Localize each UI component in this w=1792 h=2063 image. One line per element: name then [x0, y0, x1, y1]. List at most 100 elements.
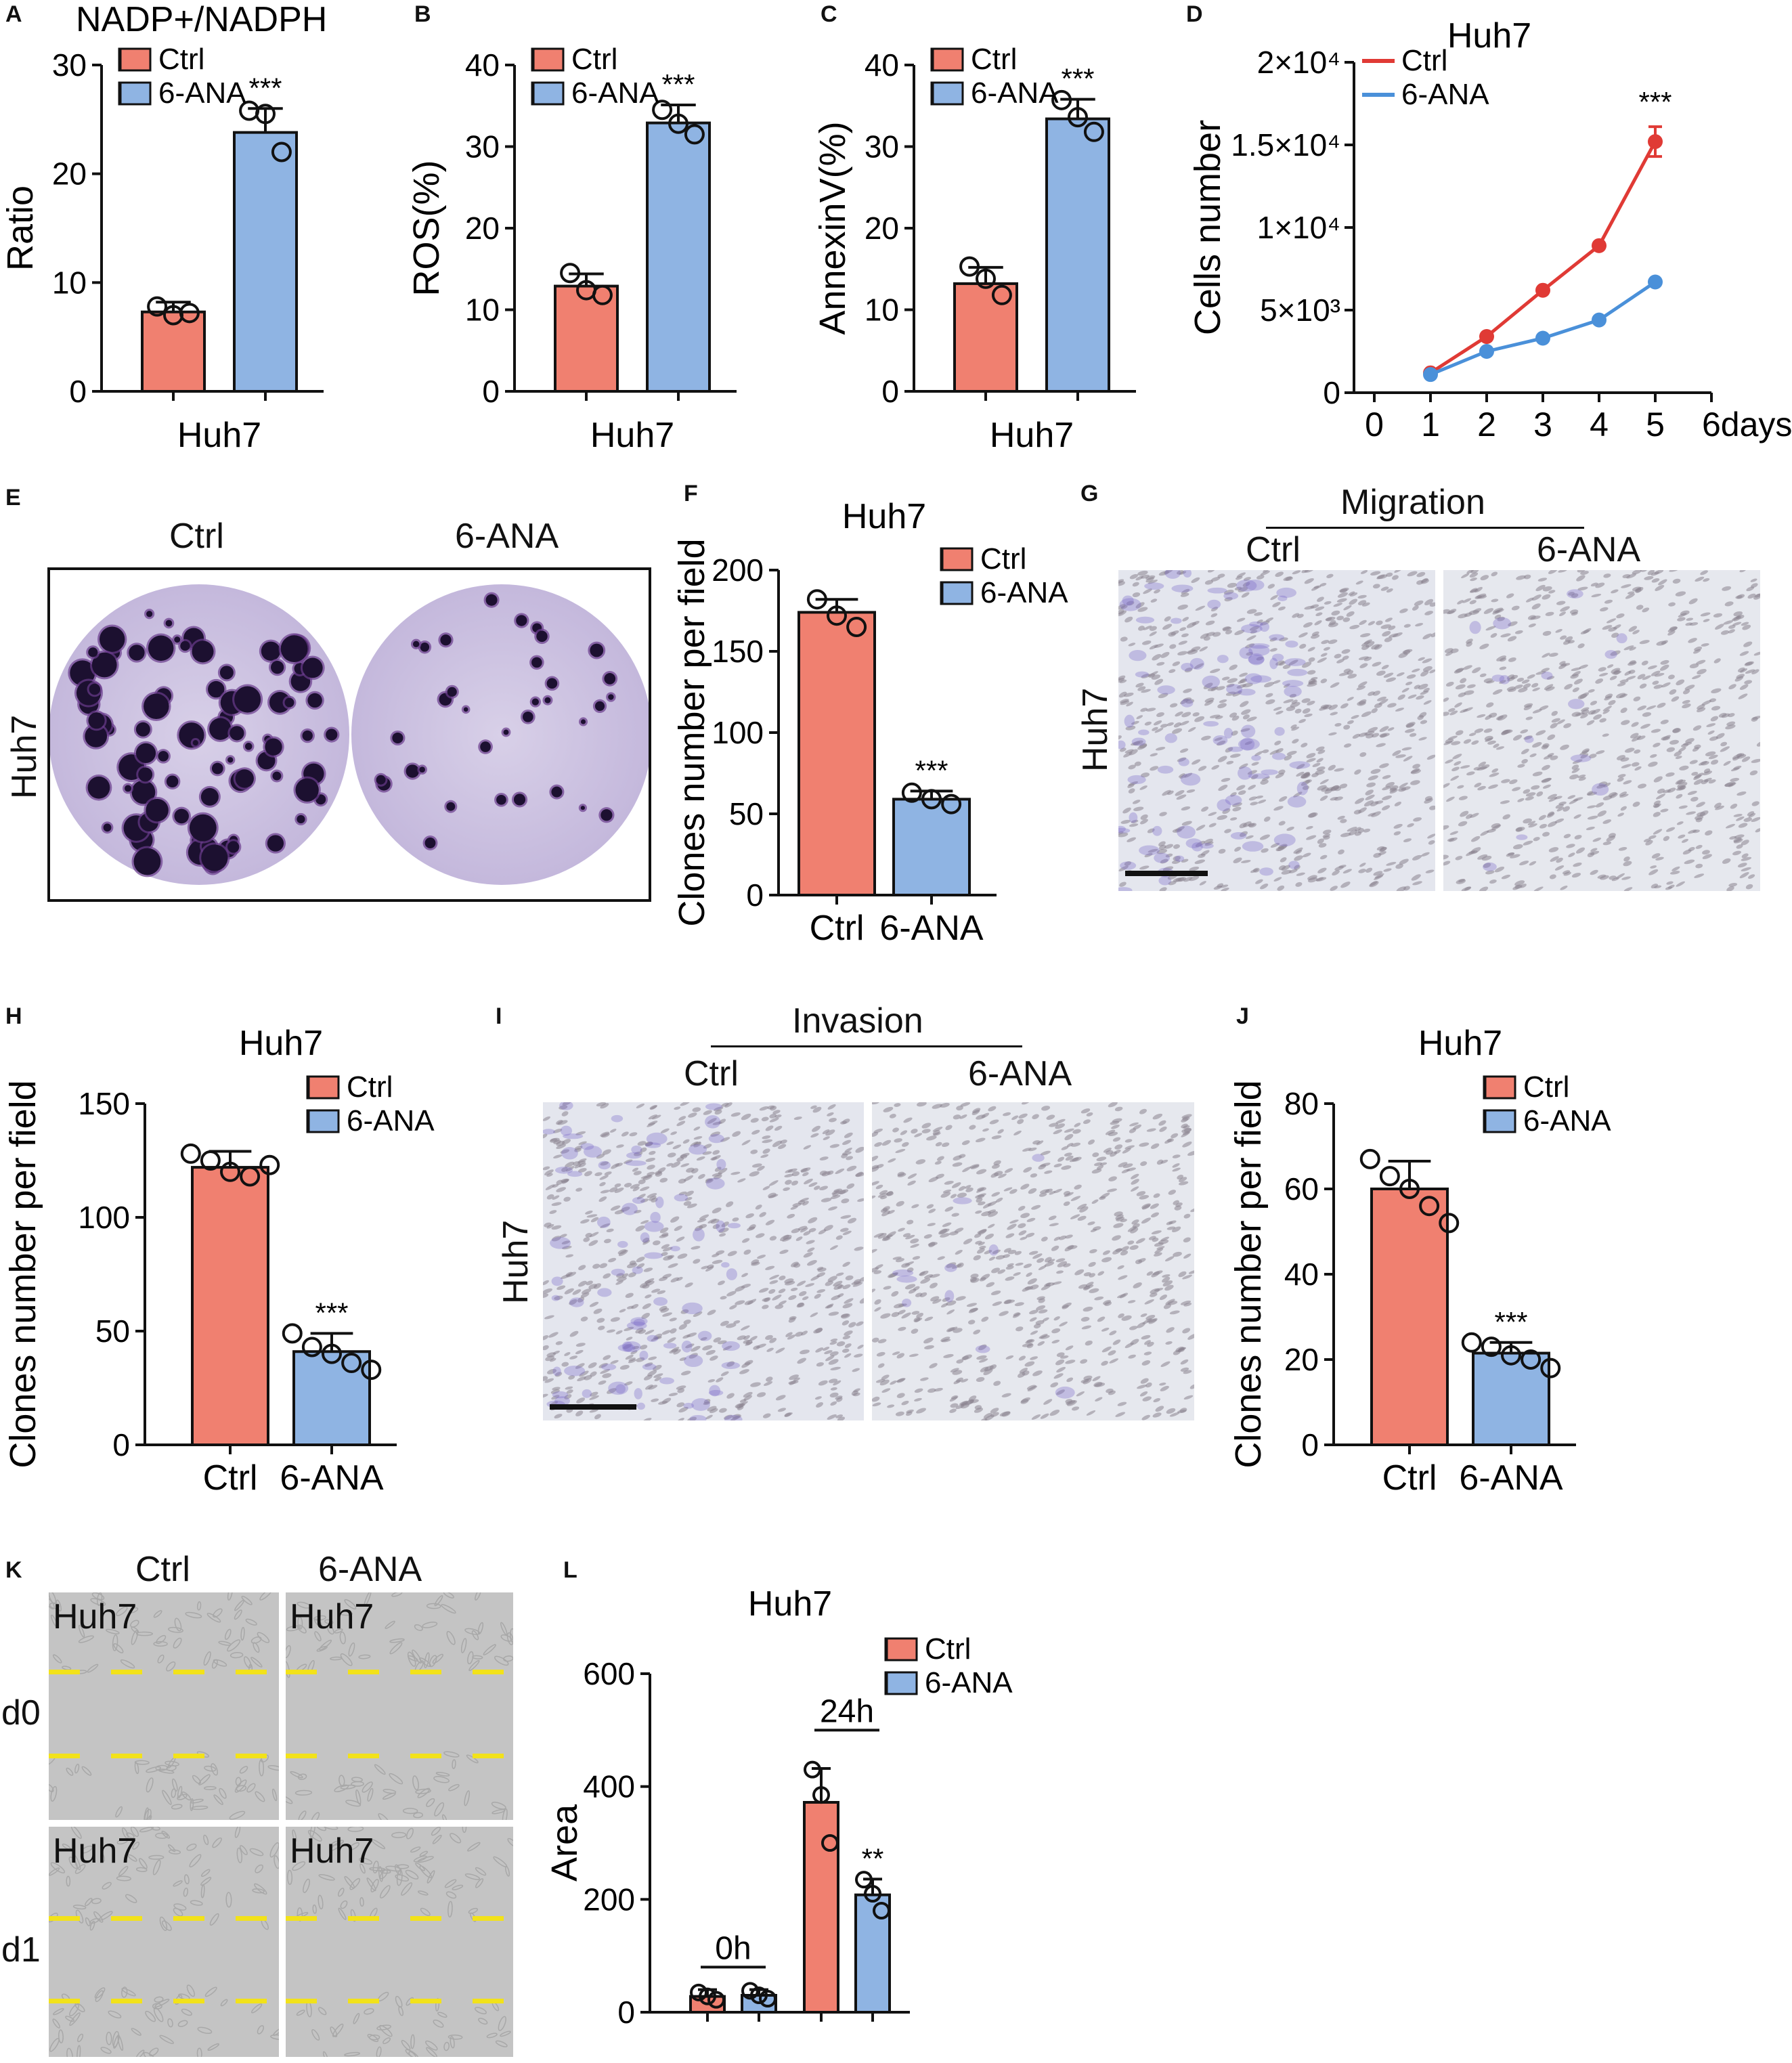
- membrane-pore: [1156, 1246, 1165, 1250]
- membrane-pore: [1340, 882, 1351, 888]
- membrane-pore: [1733, 765, 1742, 770]
- membrane-pore: [830, 1338, 838, 1342]
- membrane-pore: [1153, 1193, 1160, 1198]
- membrane-pore: [628, 1359, 636, 1364]
- wound-edge-line: [49, 1999, 279, 2003]
- membrane-pore: [729, 1305, 737, 1310]
- membrane-pore: [583, 1237, 590, 1242]
- stained-cell: [716, 1158, 726, 1171]
- x-category-label: Ctrl: [810, 909, 865, 948]
- membrane-pore: [828, 1311, 839, 1316]
- membrane-pore: [1232, 806, 1242, 812]
- membrane-pore: [1296, 872, 1305, 876]
- membrane-pore: [937, 1256, 945, 1260]
- cell-outline: [113, 1643, 124, 1653]
- membrane-pore: [1150, 1293, 1158, 1297]
- membrane-pore: [1154, 1252, 1162, 1257]
- stained-cell: [721, 1362, 741, 1370]
- cell-outline: [313, 1615, 326, 1621]
- membrane-pore: [1337, 592, 1348, 598]
- membrane-pore: [911, 1129, 918, 1134]
- membrane-pore: [1182, 617, 1189, 622]
- membrane-pore: [1541, 668, 1550, 672]
- membrane-pore: [1133, 806, 1144, 811]
- cell-outline: [186, 1984, 195, 1997]
- membrane-pore: [1501, 874, 1510, 880]
- membrane-pore: [1374, 873, 1384, 879]
- membrane-pore: [1085, 1282, 1094, 1287]
- membrane-pore: [920, 1377, 929, 1381]
- membrane-pore: [1516, 677, 1525, 682]
- y-tick-label: 20: [865, 211, 899, 246]
- membrane-pore: [1118, 580, 1125, 586]
- membrane-pore: [662, 1312, 672, 1317]
- membrane-pore: [730, 1415, 741, 1420]
- membrane-pore: [636, 1357, 645, 1362]
- cell-outline: [161, 1830, 171, 1839]
- membrane-pore: [828, 1359, 839, 1365]
- membrane-pore: [647, 1193, 657, 1198]
- membrane-pore: [1343, 724, 1351, 730]
- membrane-pore: [750, 1382, 761, 1387]
- membrane-pore: [1096, 1165, 1104, 1170]
- membrane-pore: [1121, 1315, 1132, 1321]
- membrane-pore: [1184, 773, 1193, 778]
- membrane-pore: [800, 1168, 808, 1172]
- membrane-pore: [1548, 590, 1556, 594]
- membrane-pore: [1359, 663, 1368, 668]
- membrane-pore: [1365, 789, 1374, 796]
- membrane-pore: [1222, 626, 1231, 630]
- membrane-pore: [1241, 860, 1251, 863]
- cell-outline: [312, 1904, 317, 1914]
- membrane-pore: [1521, 748, 1529, 755]
- y-axis-label: AnnexinV(%): [812, 121, 853, 334]
- data-point: [806, 589, 827, 610]
- membrane-pore: [1462, 707, 1473, 712]
- membrane-pore: [988, 1211, 999, 1217]
- stained-cell: [1223, 592, 1239, 600]
- cell-outline: [338, 1611, 353, 1616]
- data-point: [690, 1983, 707, 2001]
- membrane-pore: [1336, 598, 1347, 603]
- membrane-pore: [566, 1272, 577, 1278]
- membrane-pore: [1015, 1326, 1024, 1332]
- membrane-pore: [1650, 865, 1657, 869]
- membrane-pore: [825, 1355, 835, 1362]
- colony: [133, 848, 161, 875]
- membrane-pore: [875, 1184, 883, 1190]
- membrane-pore: [840, 1313, 849, 1318]
- membrane-pore: [1658, 579, 1667, 586]
- membrane-pore: [1445, 681, 1454, 687]
- membrane-pore: [1305, 779, 1312, 783]
- membrane-pore: [1520, 729, 1529, 734]
- y-tick-label: 5×10³: [1260, 292, 1340, 328]
- membrane-pore: [1250, 630, 1258, 634]
- membrane-pore: [1407, 694, 1417, 699]
- membrane-pore: [907, 1180, 916, 1186]
- membrane-pore: [1294, 855, 1303, 861]
- membrane-pore: [1667, 787, 1676, 793]
- membrane-pore: [1627, 661, 1637, 666]
- membrane-pore: [1032, 1114, 1039, 1120]
- membrane-pore: [1316, 877, 1327, 882]
- membrane-pore: [575, 1410, 584, 1416]
- cell-outline: [413, 1812, 424, 1819]
- y-tick-label: 0: [746, 877, 764, 913]
- cell-outline: [116, 1875, 131, 1882]
- stained-cell: [621, 1341, 633, 1352]
- membrane-pore: [763, 1381, 773, 1386]
- membrane-pore: [696, 1156, 705, 1161]
- colony-plate-box: [47, 567, 652, 902]
- membrane-pore: [1418, 657, 1425, 661]
- stained-cell: [659, 1377, 674, 1385]
- membrane-pore: [1067, 1400, 1077, 1406]
- membrane-pore: [590, 1371, 597, 1377]
- significance-label: ***: [1061, 63, 1094, 95]
- membrane-pore: [1263, 816, 1271, 822]
- membrane-pore: [1407, 571, 1418, 577]
- membrane-pore: [1147, 828, 1155, 833]
- membrane-pore: [1124, 1139, 1133, 1143]
- stained-cell: [1127, 775, 1146, 785]
- membrane-pore: [672, 1144, 682, 1150]
- membrane-pore: [670, 1277, 680, 1283]
